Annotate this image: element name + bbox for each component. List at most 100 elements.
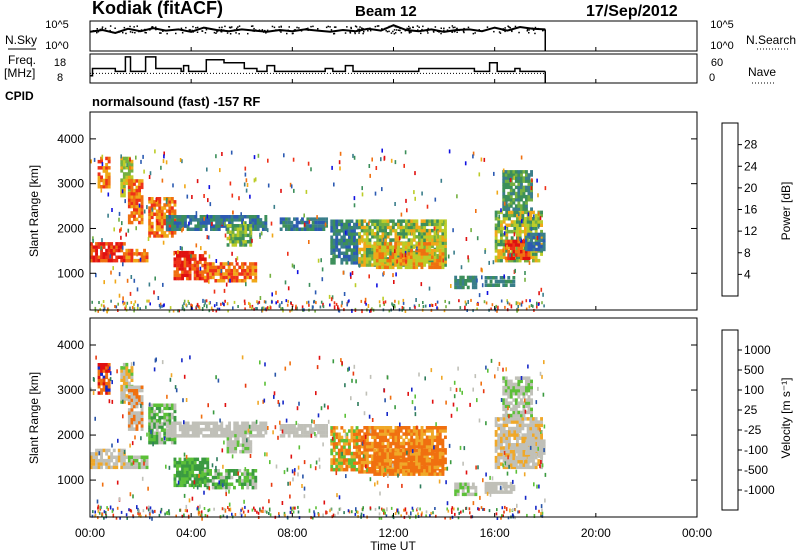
power-cell [135,248,139,253]
power-cell [241,224,245,228]
power-cell [135,155,137,160]
power-cell [353,203,356,208]
power-cell [514,194,518,199]
velocity-cell [537,433,541,437]
velocity-cell [335,432,339,436]
velocity-cell [345,442,349,446]
velocity-cell [358,438,361,443]
power-cell [133,303,135,307]
velocity-cell [384,429,387,433]
power-cell [397,232,400,236]
power-cell [350,219,354,223]
velocity-cell [499,490,503,494]
power-cell [244,240,248,244]
power-cell [120,187,124,192]
nsearch-point [181,32,184,34]
power-cell [528,260,531,265]
velocity-cell [534,426,538,431]
power-cell [253,155,256,160]
power-cell [353,232,356,236]
nsearch-point [350,27,352,30]
power-cell [504,305,506,309]
velocity-cell [301,424,304,428]
power-cell [382,301,385,305]
power-cell [407,262,411,266]
power-cell [115,248,119,253]
nsearch-point [220,31,223,33]
velocity-cell [173,483,177,488]
power-cell [221,152,223,156]
power-cell [173,200,177,204]
nsearch-point [377,25,380,27]
velocity-cell [391,455,395,459]
power-colorbar-frame [721,122,739,297]
power-cell [438,262,442,266]
velocity-cell [500,452,503,457]
velocity-cell [107,455,111,459]
power-cell [526,258,530,263]
power-cell [414,305,416,309]
nsearch-point [443,27,445,30]
power-cell [322,302,324,307]
velocity-cell [441,438,445,443]
power-cell [330,257,334,262]
velocity-cell [228,421,231,425]
power-cell [126,301,129,305]
nsearch-point [357,28,359,31]
velocity-cell [438,458,442,463]
velocity-cell [365,448,369,452]
power-cell [135,192,139,196]
nsearch-point [287,29,289,32]
velocity-cell [363,441,367,446]
velocity-cell [130,427,134,431]
velocity-cell [510,426,514,431]
power-cell [502,252,506,256]
power-cell [218,307,221,311]
power-cell [160,206,164,210]
power-cell [284,280,287,285]
power-cell [374,191,377,196]
power-cell [148,175,151,179]
power-cell [444,299,446,303]
power-cell [378,245,382,249]
power-cell [140,204,144,209]
velocity-cell [376,444,380,449]
velocity-cell [153,431,157,435]
power-cell [350,248,354,252]
velocity-cell [165,431,169,435]
power-cell [516,223,519,227]
velocity-cell [102,375,106,380]
power-cell [273,204,276,209]
power-cell [155,234,159,238]
power-cell [280,307,282,311]
velocity-cell [282,424,286,428]
velocity-cell [389,472,392,476]
velocity-cell [186,467,189,471]
power-cell [285,224,288,228]
power-cell [306,220,310,225]
power-cell [186,263,189,268]
velocity-cell [217,475,220,480]
power-cell [135,198,139,202]
power-cell [217,224,221,228]
velocity-cell [355,438,359,443]
power-cell [182,226,184,231]
velocity-cell [402,472,405,476]
power-cell [148,228,152,232]
power-cell [349,272,352,277]
velocity-cell [423,432,427,436]
velocity-cell [193,464,197,468]
velocity-cell [371,454,374,458]
power-cell [524,277,526,282]
power-cell [256,218,260,222]
power-cell [499,276,503,280]
power-cell [363,225,367,230]
velocity-cell [405,432,408,436]
power-cell [412,219,416,223]
velocity-cell [244,449,248,454]
power-cell [211,265,215,270]
velocity-cell [494,423,498,428]
power-cell [358,260,361,264]
power-cell [173,215,177,219]
power-cell [148,197,152,201]
